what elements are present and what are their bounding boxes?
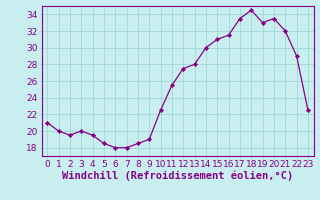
X-axis label: Windchill (Refroidissement éolien,°C): Windchill (Refroidissement éolien,°C) bbox=[62, 171, 293, 181]
